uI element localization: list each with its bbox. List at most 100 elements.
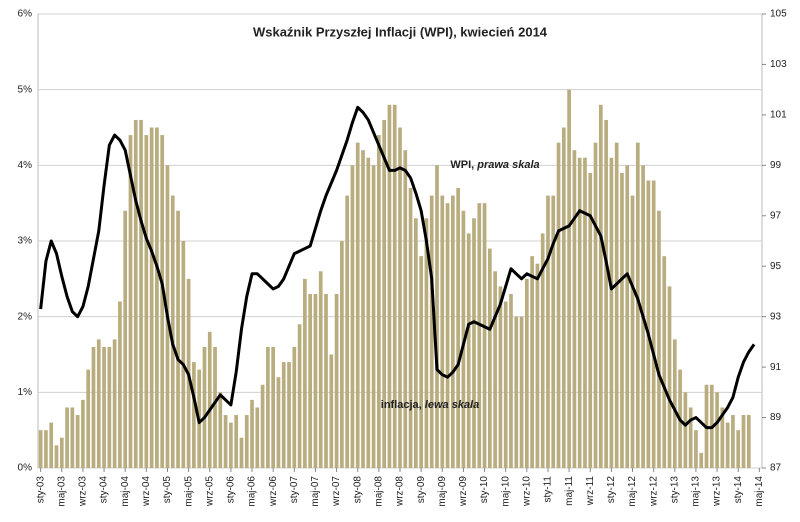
bar xyxy=(292,346,297,468)
bar xyxy=(509,293,513,468)
x-tick-label: wrz-07 xyxy=(331,476,342,507)
bar xyxy=(445,203,450,468)
annotation-part: WPI, xyxy=(450,159,477,171)
y2-tick-label: 103 xyxy=(770,59,787,70)
bar xyxy=(355,142,360,468)
bar xyxy=(160,135,165,469)
bar xyxy=(255,407,260,468)
bar xyxy=(86,369,91,468)
bar xyxy=(604,119,608,468)
bar xyxy=(75,415,80,468)
bar xyxy=(250,399,254,468)
x-tick-label: sty-11 xyxy=(543,476,554,503)
bar xyxy=(350,165,355,469)
bar xyxy=(630,195,635,468)
x-tick-label: sty-09 xyxy=(416,476,427,504)
bar xyxy=(324,293,328,468)
bar xyxy=(54,445,59,468)
bar xyxy=(49,422,54,468)
bar xyxy=(551,195,556,468)
y-tick-label: 3% xyxy=(18,236,33,247)
bar xyxy=(107,346,112,468)
annotation: WPI, prawa skala xyxy=(450,159,539,171)
bar xyxy=(731,415,735,468)
bar xyxy=(635,142,640,468)
bar xyxy=(223,415,228,468)
y2-tick-label: 97 xyxy=(770,210,782,221)
bar xyxy=(96,339,101,468)
bar xyxy=(651,180,656,468)
bar xyxy=(102,346,106,468)
bar xyxy=(593,142,598,468)
bar xyxy=(672,339,677,468)
y-tick-label: 5% xyxy=(18,84,33,95)
x-tick-label: wrz-06 xyxy=(268,476,279,507)
y2-tick-label: 93 xyxy=(770,311,782,322)
bar xyxy=(424,218,429,468)
y2-tick-label: 95 xyxy=(770,261,782,272)
x-tick-label: maj-06 xyxy=(247,476,258,507)
y2-tick-label: 105 xyxy=(770,9,787,20)
bar xyxy=(620,172,624,468)
bar xyxy=(466,233,471,468)
bar xyxy=(340,241,344,468)
bar xyxy=(170,195,175,468)
x-tick-label: sty-06 xyxy=(226,476,237,504)
bar xyxy=(181,241,186,468)
bar xyxy=(207,331,212,468)
x-tick-label: wrz-11 xyxy=(585,476,596,507)
bar xyxy=(65,407,69,468)
bar xyxy=(403,150,408,468)
bar xyxy=(133,119,138,468)
x-tick-label: maj-05 xyxy=(183,476,194,507)
line xyxy=(39,105,756,430)
x-tick-label: wrz-12 xyxy=(648,476,659,507)
x-tick-label: sty-10 xyxy=(479,476,490,504)
bar xyxy=(38,430,43,468)
x-tick-label: maj-13 xyxy=(691,476,702,507)
x-tick-label: maj-03 xyxy=(56,476,67,507)
bar xyxy=(524,278,529,468)
y-tick-label: 0% xyxy=(18,463,33,474)
x-tick-label: maj-12 xyxy=(627,476,638,507)
bar xyxy=(218,392,223,468)
annotation-part: inflacja, xyxy=(381,399,425,411)
bar xyxy=(81,399,85,468)
bar xyxy=(583,157,587,468)
x-tick-label: maj-10 xyxy=(500,476,511,507)
bar xyxy=(546,195,550,468)
x-tick-label: sty-14 xyxy=(733,476,744,504)
y-tick-label: 4% xyxy=(18,160,33,171)
bar xyxy=(646,180,651,468)
bar xyxy=(625,165,630,469)
bar xyxy=(519,316,524,468)
bar xyxy=(440,195,445,468)
bar xyxy=(535,263,540,468)
bar xyxy=(720,407,725,468)
bar xyxy=(128,135,133,469)
bar xyxy=(387,104,392,469)
x-tick-label: wrz-04 xyxy=(141,476,152,507)
bar xyxy=(366,157,371,468)
bar xyxy=(44,430,48,468)
y2-tick-label: 91 xyxy=(770,362,782,373)
chart-title: Wskaźnik Przyszłej Inflacji (WPI), kwiec… xyxy=(253,24,548,39)
bar xyxy=(260,384,265,468)
bar xyxy=(498,286,503,468)
bar xyxy=(577,157,582,468)
bar xyxy=(382,119,386,468)
bar xyxy=(472,218,476,468)
bar xyxy=(657,210,661,468)
bar xyxy=(144,135,149,469)
bar xyxy=(281,362,286,468)
x-tick-label: maj-14 xyxy=(754,476,765,507)
x-tick-label: maj-11 xyxy=(564,476,575,506)
bar xyxy=(456,188,460,469)
annotation: inflacja, lewa skala xyxy=(381,399,479,411)
bar xyxy=(234,415,239,468)
bar xyxy=(561,127,566,468)
bar xyxy=(118,301,122,468)
bar xyxy=(271,346,276,468)
bar xyxy=(334,293,339,468)
bar xyxy=(715,392,719,468)
